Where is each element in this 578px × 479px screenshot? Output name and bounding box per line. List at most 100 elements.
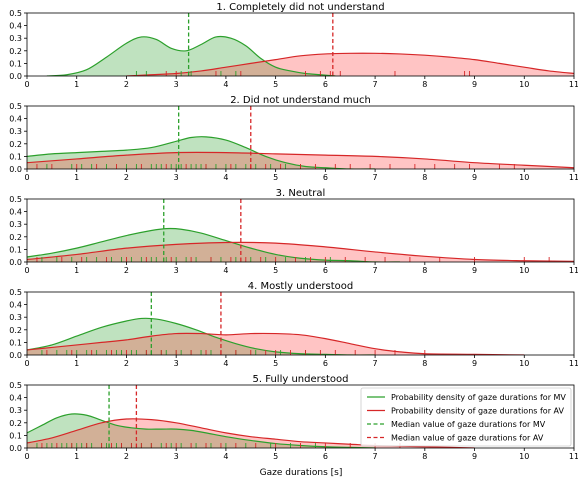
y-tick-label: 0.5 <box>9 9 22 18</box>
x-tick-label: 0 <box>24 266 29 275</box>
x-tick-label: 9 <box>472 266 477 275</box>
x-tick-label: 4 <box>223 359 228 368</box>
x-tick-label: 4 <box>223 173 228 182</box>
x-tick-label: 4 <box>223 266 228 275</box>
x-tick-label: 1 <box>74 173 79 182</box>
x-tick-label: 1 <box>74 359 79 368</box>
x-tick-label: 3 <box>174 266 179 275</box>
y-tick-label: 0.1 <box>9 152 22 161</box>
x-tick-label: 5 <box>273 266 278 275</box>
y-tick-label: 0.4 <box>9 22 22 31</box>
y-tick-label: 0.1 <box>9 338 22 347</box>
x-tick-label: 7 <box>373 173 378 182</box>
x-tick-label: 0 <box>24 173 29 182</box>
y-tick-label: 0.0 <box>9 351 22 360</box>
x-tick-label: 6 <box>323 173 328 182</box>
panels: 1. Completely did not understand 0.0 0.1 0.… <box>9 2 578 461</box>
density-fill-mv <box>46 36 336 76</box>
x-tick-label: 11 <box>569 80 578 89</box>
density-line-av <box>27 151 574 169</box>
density-fill-mv <box>27 318 376 355</box>
x-tick-label: 11 <box>569 452 578 461</box>
panel-title: 4. Mostly understood <box>248 281 353 292</box>
y-tick-label: 0.4 <box>9 301 22 310</box>
x-tick-label: 10 <box>519 452 529 461</box>
x-tick-label: 1 <box>74 80 79 89</box>
x-tick-label: 10 <box>519 266 529 275</box>
x-tick-label: 7 <box>373 80 378 89</box>
x-tick-label: 6 <box>323 80 328 89</box>
y-tick-label: 0.0 <box>9 165 22 174</box>
y-tick-label: 0.2 <box>9 233 22 242</box>
y-tick-label: 0.5 <box>9 195 22 204</box>
chart-panel-2: 2. Did not understand much 0.0 0.1 0.2 0.3 0.… <box>9 95 578 182</box>
y-tick-label: 0.4 <box>9 208 22 217</box>
x-tick-label: 9 <box>472 80 477 89</box>
x-tick-label: 2 <box>124 173 129 182</box>
y-tick-label: 0.3 <box>9 313 22 322</box>
legend-entry-label: Probability density of gaze durations fo… <box>391 393 566 402</box>
y-tick-label: 0.1 <box>9 431 22 440</box>
x-tick-label: 6 <box>323 266 328 275</box>
x-tick-label: 5 <box>273 80 278 89</box>
y-tick-label: 0.2 <box>9 47 22 56</box>
legend-entry-label: Probability density of gaze durations fo… <box>391 407 564 416</box>
plot-area <box>27 385 475 448</box>
y-tick-label: 0.5 <box>9 381 22 390</box>
x-tick-label: 3 <box>174 80 179 89</box>
y-tick-label: 0.0 <box>9 258 22 267</box>
x-tick-label: 9 <box>472 173 477 182</box>
x-tick-label: 4 <box>223 452 228 461</box>
chart-panel-4: 4. Mostly understood 0.0 0.1 0.2 0.3 0.4 0.5 0 1… <box>9 281 578 368</box>
x-axis-label: Gaze durations [s] <box>260 468 343 478</box>
x-tick-label: 7 <box>373 452 378 461</box>
x-tick-label: 1 <box>74 266 79 275</box>
axes-frame <box>26 384 575 449</box>
plot-area <box>27 292 525 355</box>
x-tick-label: 8 <box>422 266 427 275</box>
density-line-av <box>27 332 525 355</box>
density-line-mv <box>27 227 400 262</box>
x-tick-label: 1 <box>74 452 79 461</box>
x-tick-label: 3 <box>174 452 179 461</box>
axes-frame <box>26 105 575 170</box>
density-fill-av <box>27 418 475 448</box>
density-line-mv <box>46 35 336 76</box>
density-fill-mv <box>27 413 376 448</box>
x-tick-label: 7 <box>373 359 378 368</box>
y-tick-label: 0.4 <box>9 394 22 403</box>
y-tick-label: 0.1 <box>9 59 22 68</box>
legend: Probability density of gaze durations fo… <box>360 387 572 447</box>
plot-area <box>46 13 574 76</box>
chart-panel-1: 1. Completely did not understand 0.0 0.1 0.… <box>9 2 578 89</box>
legend-entry-label: Median value of gaze durations for AV <box>391 434 544 443</box>
density-fill-mv <box>27 228 400 262</box>
x-tick-label: 3 <box>174 173 179 182</box>
axes-frame <box>26 12 575 77</box>
x-tick-label: 11 <box>569 359 578 368</box>
plot-area <box>27 106 574 169</box>
plot-area <box>27 199 574 262</box>
x-tick-label: 9 <box>472 452 477 461</box>
density-fill-av <box>27 152 574 169</box>
x-tick-label: 2 <box>124 452 129 461</box>
y-tick-label: 0.0 <box>9 72 22 81</box>
x-tick-label: 5 <box>273 452 278 461</box>
panel-title: 3. Neutral <box>276 188 326 199</box>
y-tick-label: 0.0 <box>9 444 22 453</box>
x-tick-label: 6 <box>323 452 328 461</box>
y-tick-label: 0.5 <box>9 102 22 111</box>
chart-panel-3: 3. Neutral 0.0 0.1 0.2 0.3 0.4 0.5 0 1 2 3 4 5 6 7 8 9 10… <box>9 188 578 275</box>
x-tick-label: 8 <box>422 80 427 89</box>
density-line-av <box>126 52 574 76</box>
x-tick-label: 11 <box>569 173 578 182</box>
legend-entry-label: Median value of gaze durations for MV <box>391 420 546 429</box>
x-tick-label: 8 <box>422 173 427 182</box>
y-tick-label: 0.1 <box>9 245 22 254</box>
x-tick-label: 5 <box>273 359 278 368</box>
x-tick-label: 0 <box>24 80 29 89</box>
y-tick-label: 0.4 <box>9 115 22 124</box>
density-line-mv <box>27 413 376 448</box>
x-tick-label: 0 <box>24 452 29 461</box>
